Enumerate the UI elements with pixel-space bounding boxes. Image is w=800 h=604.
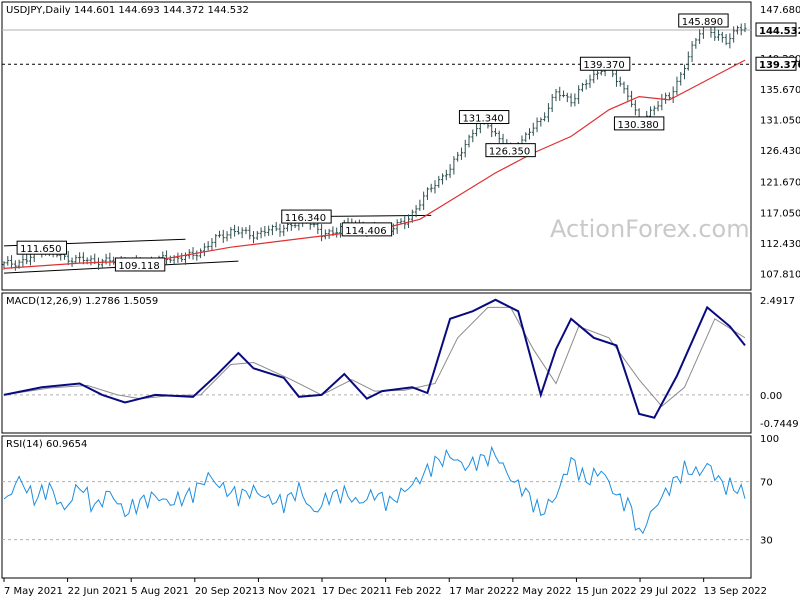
- price-layer: 111.650 109.118 116.340 114.406 131.340 126.3…: [2, 13, 751, 274]
- annotation-label: 111.650: [20, 244, 61, 255]
- annotation-label: 126.350: [489, 147, 530, 158]
- macd-layer: [2, 298, 751, 419]
- annotation-box: [458, 110, 510, 125]
- annotation-box: [678, 13, 729, 28]
- x-axis-label: 2 May 2022: [513, 586, 572, 597]
- last-price-tag-box: [755, 22, 797, 37]
- macd-panel-frame: [1, 292, 752, 434]
- support-level-tag-box: [755, 56, 797, 71]
- annotation-box: [579, 56, 631, 71]
- macd-axis-label: 0.00: [760, 391, 782, 402]
- x-axis-label: 20 Sep 2021: [195, 586, 258, 597]
- last-price-tag: 144.532: [759, 26, 800, 37]
- annotation-box: [16, 240, 68, 255]
- price-panel-frame: [1, 1, 752, 291]
- x-axis-label: 1 Feb 2022: [386, 586, 442, 597]
- annotation-label: 130.380: [617, 120, 658, 131]
- annotation-label: 131.340: [462, 114, 503, 125]
- support-level-tag: 139.370: [759, 60, 800, 71]
- annotation-box: [114, 257, 166, 272]
- price-axis-label: 135.670: [760, 85, 800, 96]
- price-axis-label: 131.050: [760, 115, 800, 126]
- price-axis-label: 112.430: [760, 239, 800, 250]
- price-axis-label: 121.670: [760, 178, 800, 189]
- x-axis-label: 17 Dec 2021: [322, 586, 386, 597]
- rsi-axis-label: 70: [760, 478, 773, 489]
- annotation-box: [281, 209, 332, 224]
- moving-average-line: [3, 59, 746, 269]
- x-axis-label: 13 Sep 2022: [704, 586, 767, 597]
- macd-title: MACD(12,26,9) 1.2786 1.5059: [6, 296, 158, 307]
- annotation-label: 109.118: [118, 261, 159, 272]
- rsi-title: RSI(14) 60.9654: [6, 439, 87, 450]
- x-axis-label: 17 Mar 2022: [449, 586, 512, 597]
- panel-frames: [1, 1, 752, 579]
- axis-layer: 107.810 112.430 117.050 121.670 126.430 131.0…: [3, 5, 800, 597]
- rsi-layer: [2, 445, 751, 541]
- price-axis-label: 147.680: [760, 5, 800, 16]
- annotation-label: 116.340: [285, 213, 326, 224]
- rsi-panel-frame: [1, 435, 752, 579]
- price-axis-label: 126.430: [760, 146, 800, 157]
- macd-axis-label: -0.7449: [760, 419, 799, 430]
- annotation-box: [613, 116, 665, 131]
- x-axis-label: 7 May 2021: [4, 586, 63, 597]
- annotation-label: 145.890: [682, 17, 723, 28]
- x-axis-label: 15 Jun 2022: [576, 586, 636, 597]
- x-axis-label: 22 Jun 2021: [68, 586, 128, 597]
- macd-axis-label: 2.4917: [760, 296, 795, 307]
- rsi-line: [3, 445, 746, 535]
- price-axis-label: 107.810: [760, 270, 800, 281]
- rsi-axis-label: 30: [760, 536, 773, 547]
- macd-signal-line: [3, 306, 746, 408]
- annotation-box: [485, 143, 536, 158]
- annotation-label: 114.406: [345, 226, 386, 237]
- price-axis-label: 117.050: [760, 208, 800, 219]
- watermark: ActionForex.com: [550, 215, 750, 243]
- rsi-axis-label: 100: [760, 434, 779, 445]
- price-title: USDJPY,Daily 144.601 144.693 144.372 144…: [6, 5, 249, 16]
- x-axis-label: 5 Aug 2021: [131, 586, 189, 597]
- x-axis-label: 3 Nov 2021: [258, 586, 316, 597]
- x-axis-label: 29 Jul 2022: [640, 586, 697, 597]
- annotation-label: 139.370: [583, 60, 624, 71]
- macd-line: [3, 298, 746, 419]
- annotation-box: [341, 222, 393, 237]
